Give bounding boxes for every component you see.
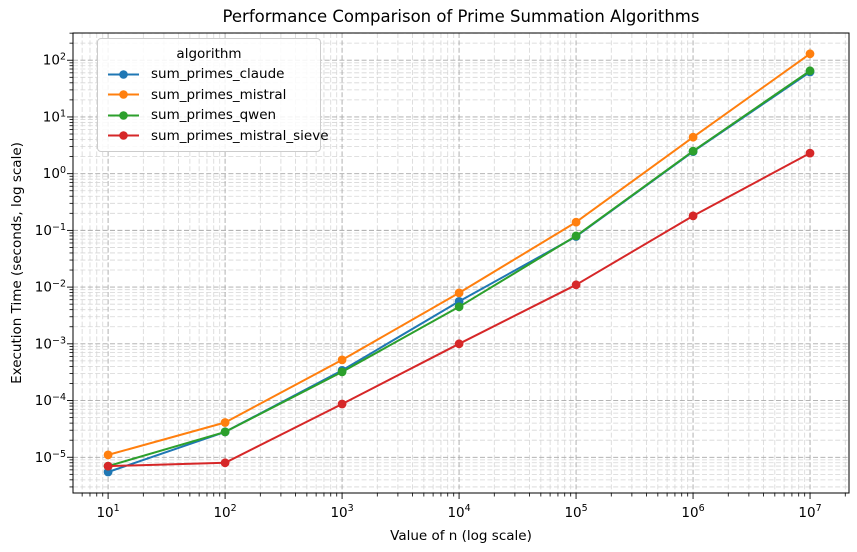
legend-entry-label: sum_primes_mistral_sieve [151,127,329,144]
x-tick-label: 107 [798,503,821,521]
data-point-sum_primes_qwen [571,231,581,241]
x-tick-label: 103 [330,503,353,521]
legend-entry: sum_primes_mistral [98,85,320,106]
data-point-sum_primes_mistral_sieve [337,399,347,409]
legend-line-marker-icon [108,90,139,100]
data-point-sum_primes_mistral [454,288,464,298]
legend-entry: sum_primes_claude [98,64,320,85]
data-point-sum_primes_mistral [805,49,815,59]
data-point-sum_primes_mistral_sieve [571,280,581,290]
chart-title: Performance Comparison of Prime Summatio… [222,7,700,26]
x-tick-label: 106 [681,503,704,521]
legend-entry: sum_primes_mistral_sieve [98,126,329,147]
x-axis-label: Value of n (log scale) [390,528,532,544]
plot-border [72,32,850,494]
legend-entry-label: sum_primes_claude [151,66,285,83]
y-tick-label: 10−5 [35,449,66,466]
data-point-sum_primes_mistral_sieve [103,461,113,471]
x-tick-label: 101 [96,503,119,521]
legend-entry: sum_primes_qwen [98,105,320,126]
data-point-sum_primes_mistral_sieve [454,339,464,349]
data-point-sum_primes_qwen [454,302,464,312]
legend-entries: sum_primes_claude sum_primes_mistral sum_p… [98,64,329,147]
data-point-sum_primes_mistral [103,450,113,460]
legend-entry-label: sum_primes_mistral [151,86,287,103]
legend-entry-label: sum_primes_qwen [151,107,277,124]
data-point-sum_primes_mistral_sieve [688,211,698,221]
data-point-sum_primes_qwen [688,146,698,156]
y-tick-label: 100 [43,165,66,182]
data-point-sum_primes_mistral_sieve [220,458,230,468]
y-tick-label: 10−1 [35,222,66,239]
legend-line-marker-icon [108,69,139,79]
data-point-sum_primes_qwen [220,427,230,437]
y-tick-label: 10−3 [35,335,66,352]
x-tick-label: 102 [213,503,236,521]
x-tick-label: 104 [447,503,470,521]
y-axis-label: Execution Time (seconds, log scale) [9,142,25,384]
x-tick-label: 105 [564,503,587,521]
data-point-sum_primes_mistral [337,355,347,365]
data-point-sum_primes_qwen [337,367,347,377]
data-point-sum_primes_mistral_sieve [805,148,815,158]
data-point-sum_primes_mistral [688,132,698,142]
data-point-sum_primes_mistral [571,217,581,227]
y-tick-label: 101 [43,108,66,125]
y-tick-label: 10−2 [35,279,66,296]
legend-line-marker-icon [108,131,139,141]
y-tick-label: 10−4 [35,392,66,409]
legend-title: algorithm [176,46,242,62]
data-point-sum_primes_mistral [220,418,230,427]
data-point-sum_primes_qwen [805,66,815,76]
legend: algorithm sum_primes_claude sum_primes_mi… [97,38,329,152]
y-tick-label: 102 [43,52,66,69]
legend-line-marker-icon [108,110,139,120]
